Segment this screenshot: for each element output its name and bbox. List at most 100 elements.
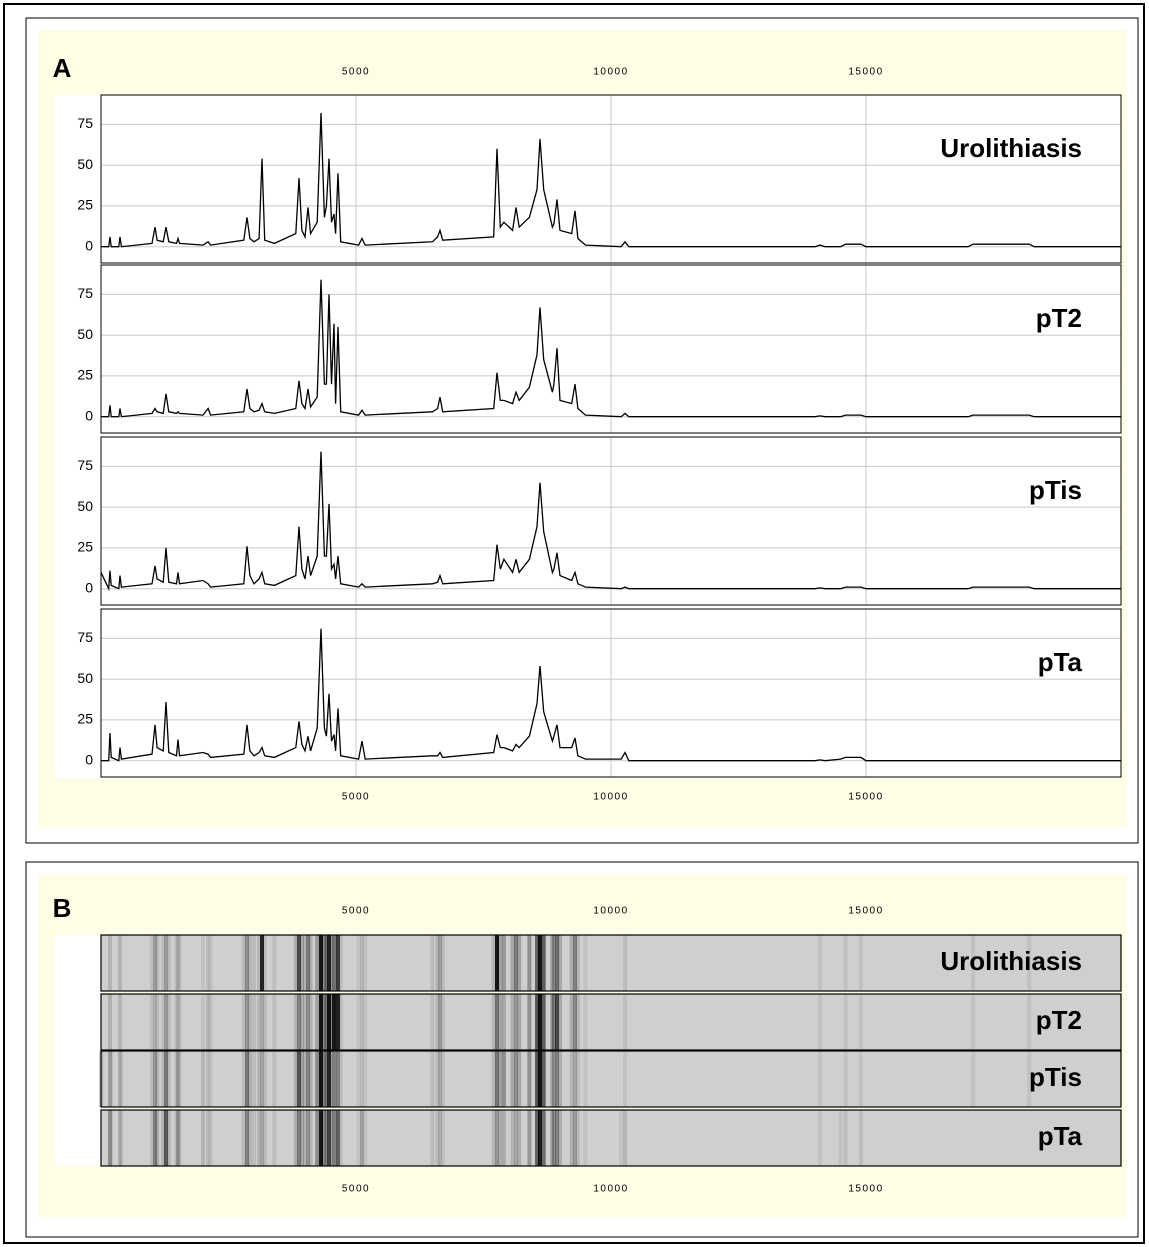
band xyxy=(309,1110,313,1166)
band xyxy=(263,935,267,991)
band xyxy=(517,994,521,1050)
band xyxy=(178,1051,182,1107)
band xyxy=(252,1051,256,1107)
band xyxy=(119,1051,123,1107)
x-tick-label: 10000 xyxy=(593,1184,628,1195)
band xyxy=(155,935,159,991)
band xyxy=(558,1051,562,1107)
band xyxy=(502,1051,506,1107)
band xyxy=(859,1110,863,1166)
series-label: Urolithiasis xyxy=(940,133,1082,163)
band xyxy=(272,1110,276,1166)
x-tick-label: 10000 xyxy=(593,906,628,917)
panel-label: B xyxy=(53,893,72,923)
band xyxy=(818,994,822,1050)
lane-label: pTis xyxy=(1029,1062,1082,1092)
band xyxy=(498,1110,502,1166)
band xyxy=(971,994,975,1050)
band xyxy=(363,994,367,1050)
band xyxy=(527,994,531,1050)
band xyxy=(502,935,506,991)
band xyxy=(248,1110,252,1166)
band xyxy=(248,935,252,991)
band xyxy=(431,935,435,991)
y-tick-label: 0 xyxy=(85,579,93,595)
lane-label: pTa xyxy=(1038,1121,1083,1151)
band xyxy=(357,1110,361,1166)
band xyxy=(584,994,588,1050)
band xyxy=(272,1051,276,1107)
y-tick-label: 75 xyxy=(77,457,93,473)
band xyxy=(1027,994,1031,1050)
band xyxy=(511,994,515,1050)
band xyxy=(109,1051,113,1107)
y-tick-label: 0 xyxy=(85,751,93,767)
y-tick-label: 25 xyxy=(77,539,93,555)
band xyxy=(119,1110,123,1166)
band xyxy=(542,1110,546,1166)
y-tick-label: 0 xyxy=(85,407,93,423)
band xyxy=(263,994,267,1050)
band xyxy=(502,994,506,1050)
band xyxy=(252,935,256,991)
series-label: pT2 xyxy=(1036,303,1082,333)
band xyxy=(108,935,112,991)
band xyxy=(363,1051,367,1107)
band xyxy=(844,1051,848,1107)
band xyxy=(118,935,122,991)
band xyxy=(339,1051,343,1107)
y-tick-label: 25 xyxy=(77,711,93,727)
plot-background xyxy=(55,935,101,1165)
y-tick-label: 75 xyxy=(77,285,93,301)
band xyxy=(558,935,562,991)
band xyxy=(201,1110,205,1166)
band xyxy=(971,1051,975,1107)
band xyxy=(859,935,863,991)
band xyxy=(542,935,546,991)
band xyxy=(517,1051,521,1107)
y-tick-label: 75 xyxy=(77,629,93,645)
band xyxy=(315,935,319,991)
band xyxy=(357,935,361,991)
band xyxy=(542,994,546,1050)
band xyxy=(576,935,580,991)
band xyxy=(357,1051,361,1107)
band xyxy=(818,1051,822,1107)
band xyxy=(309,994,313,1050)
y-tick-label: 25 xyxy=(77,367,93,383)
band xyxy=(167,1051,171,1107)
band xyxy=(363,1110,367,1166)
band xyxy=(339,994,343,1050)
band xyxy=(576,1051,580,1107)
y-tick-label: 50 xyxy=(77,670,93,686)
band xyxy=(315,994,319,1050)
band xyxy=(108,994,112,1050)
y-tick-label: 50 xyxy=(77,326,93,342)
band xyxy=(859,994,863,1050)
band xyxy=(339,935,343,991)
band xyxy=(839,1110,843,1166)
figure: A50005000100001000015000150000255075Urol… xyxy=(0,0,1149,1247)
band xyxy=(272,994,276,1050)
band xyxy=(315,1051,319,1107)
x-tick-label: 15000 xyxy=(848,67,883,78)
x-tick-label: 5000 xyxy=(342,792,370,803)
band xyxy=(844,1110,848,1166)
band xyxy=(623,1110,627,1166)
band xyxy=(511,1051,515,1107)
band xyxy=(576,994,580,1050)
x-tick-label: 10000 xyxy=(593,67,628,78)
band xyxy=(441,1110,445,1166)
band xyxy=(844,994,848,1050)
series-label: pTa xyxy=(1038,647,1083,677)
lane-label: pT2 xyxy=(1036,1005,1082,1035)
x-tick-label: 5000 xyxy=(342,67,370,78)
series-label: pTis xyxy=(1029,475,1082,505)
lane-label: Urolithiasis xyxy=(940,946,1082,976)
y-tick-label: 50 xyxy=(77,156,93,172)
x-tick-label: 10000 xyxy=(593,792,628,803)
band xyxy=(538,1051,542,1107)
band xyxy=(248,994,252,1050)
band xyxy=(178,1110,182,1166)
band xyxy=(498,994,502,1050)
